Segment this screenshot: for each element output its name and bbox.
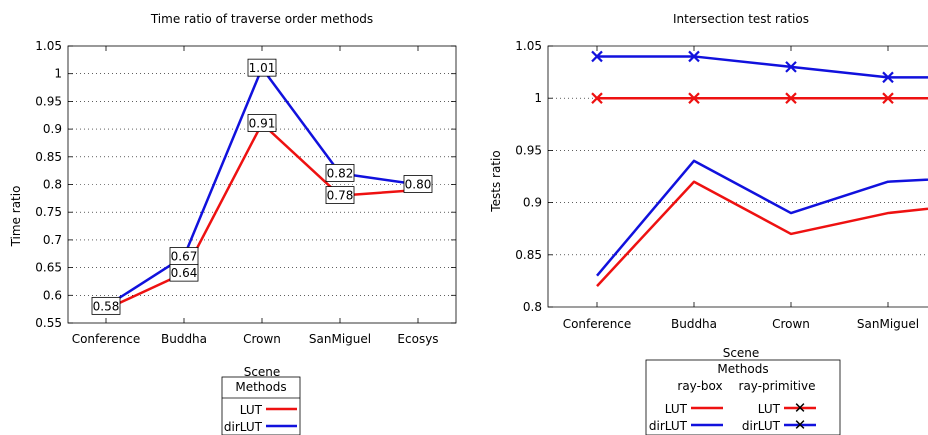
chart2-legend-title: Methods <box>717 362 768 376</box>
chart1-xlabel: Scene <box>244 365 281 379</box>
chart2-ytick-label: 0.85 <box>515 248 542 262</box>
chart1-ytick-label: 0.65 <box>35 261 62 275</box>
chart1-xtick-label-crown: Crown <box>243 332 281 346</box>
chart1-ytick-label: 0.75 <box>35 205 62 219</box>
chart2-legend-col2: ray-primitive <box>739 379 816 393</box>
chart2-point-lut-marker <box>785 92 797 104</box>
chart2-legend-prim-lut-marker: ✕ <box>794 399 807 417</box>
chart2-ytick-label: 1.05 <box>515 39 542 53</box>
chart1-legend-lut-label: LUT <box>240 403 263 417</box>
chart1-title: Time ratio of traverse order methods <box>150 12 373 26</box>
chart2-ytick-label: 0.95 <box>515 143 542 157</box>
chart2-point-lut-marker <box>591 92 603 104</box>
chart1-datalabel-lut: 0.64 <box>171 266 198 280</box>
chart1-ytick-label: 0.9 <box>43 122 62 136</box>
chart2-ylabel: Tests ratio <box>489 150 503 212</box>
chart1-legend-title: Methods <box>235 380 286 394</box>
chart1-ytick-label: 1 <box>54 67 62 81</box>
chart1-datalabel-box <box>169 247 199 265</box>
chart2-point-dirlut-marker <box>882 71 894 84</box>
chart2-xlabel: Scene <box>723 346 760 360</box>
chart1-xtick-label-sanmiguel: SanMiguel <box>309 332 371 346</box>
chart1-series-dirlut <box>105 66 419 308</box>
chart1-xtick-label-ecosys: Ecosys <box>397 332 438 346</box>
chart2-legend-prim-lut-label: LUT <box>758 402 781 416</box>
chart2-point-lut-marker <box>882 92 894 104</box>
chart1-ytick-label: 1.05 <box>35 39 62 53</box>
chart1-legend-dirlut-label: dirLUT <box>224 420 263 434</box>
chart1-xtick-label-conference: Conference <box>72 332 141 346</box>
chart2-xtick-label-crown: Crown <box>772 317 810 331</box>
chart2-frame <box>547 45 928 308</box>
chart2-point-lut-marker <box>688 92 700 104</box>
chart1-ytick-label: 0.85 <box>35 150 62 164</box>
chart1-datalabel-box <box>247 58 277 77</box>
chart1-datalabel-dirlut: 1.01 <box>249 61 276 75</box>
chart2-legend-prim-dirlut-label: dirLUT <box>742 419 781 433</box>
chart1-ylabel: Time ratio <box>9 186 23 248</box>
chart1-ytick-label: 0.8 <box>43 178 62 192</box>
chart1-frame <box>67 45 457 324</box>
chart2-legend-prim-dirlut-marker: ✕ <box>794 416 807 434</box>
chart1-legend: Methods LUT dirLUT <box>221 376 301 435</box>
chart2-series-dirlut-ray-primitive <box>597 55 928 79</box>
chart2-legend-box-dirlut-label: dirLUT <box>649 419 688 433</box>
chart2-legend-box-lut-label: LUT <box>665 402 688 416</box>
chart1-series-lut <box>105 122 419 311</box>
chart1-datalabel-lut: 0.78 <box>327 189 354 203</box>
chart1-datalabel-box <box>325 164 355 182</box>
chart1-datalabel-dirlut: 0.82 <box>327 166 354 180</box>
chart1-datalabel-box <box>403 175 433 193</box>
chart2-series-lut-ray-box <box>596 180 928 287</box>
chart2-plot-area: 0.8 0.85 0.9 0.95 1 1.05 Conference Buddha Crown… <box>515 39 928 331</box>
chart2-legend: Methods ray-box ray-primitive LUT dirLUT… <box>645 359 841 435</box>
chart1-plot-area: 0.55 0.6 0.65 0.7 0.75 0.8 0.85 0.9 0.95 1 1.05 Con… <box>35 39 457 346</box>
chart1-datalabel-lut: 0.91 <box>249 117 276 131</box>
chart1-datalabel-box <box>247 114 277 132</box>
chart1-datalabel-box <box>91 296 121 315</box>
chart2-ytick-label: 0.9 <box>523 196 542 210</box>
chart2-point-dirlut-marker <box>591 50 603 63</box>
chart2-point-dirlut-marker <box>785 61 797 73</box>
chart2-point-dirlut-marker <box>688 50 700 63</box>
chart1-ytick-label: 0.55 <box>35 316 62 330</box>
chart1-ytick-label: 0.7 <box>43 233 62 247</box>
chart2-xtick-label-buddha: Buddha <box>671 317 717 331</box>
chart2-legend-box <box>645 359 841 435</box>
chart1-ytick-label: 0.95 <box>35 94 62 108</box>
chart2-xtick-label-sanmiguel: SanMiguel <box>857 317 919 331</box>
chart1-datalabel-dirlut: 0.67 <box>171 250 198 264</box>
chart1-datalabel-box <box>325 186 355 204</box>
chart1-datalabel-dirlut: 0.80 <box>405 178 432 192</box>
chart2-ytick-label: 1 <box>534 91 542 105</box>
chart2-series-dirlut-ray-box <box>596 159 928 277</box>
chart1-legend-box <box>221 376 301 435</box>
chart1-ytick-label: 0.6 <box>43 288 62 302</box>
chart1-xtick-label-buddha: Buddha <box>161 332 207 346</box>
chart2-legend-col1: ray-box <box>677 379 722 393</box>
chart2-title: Intersection test ratios <box>673 12 809 26</box>
chart2-ytick-label: 0.8 <box>523 300 542 314</box>
chart1-datalabel-dirlut: 0.58 <box>93 299 120 313</box>
chart2-xtick-label-conference: Conference <box>563 317 632 331</box>
